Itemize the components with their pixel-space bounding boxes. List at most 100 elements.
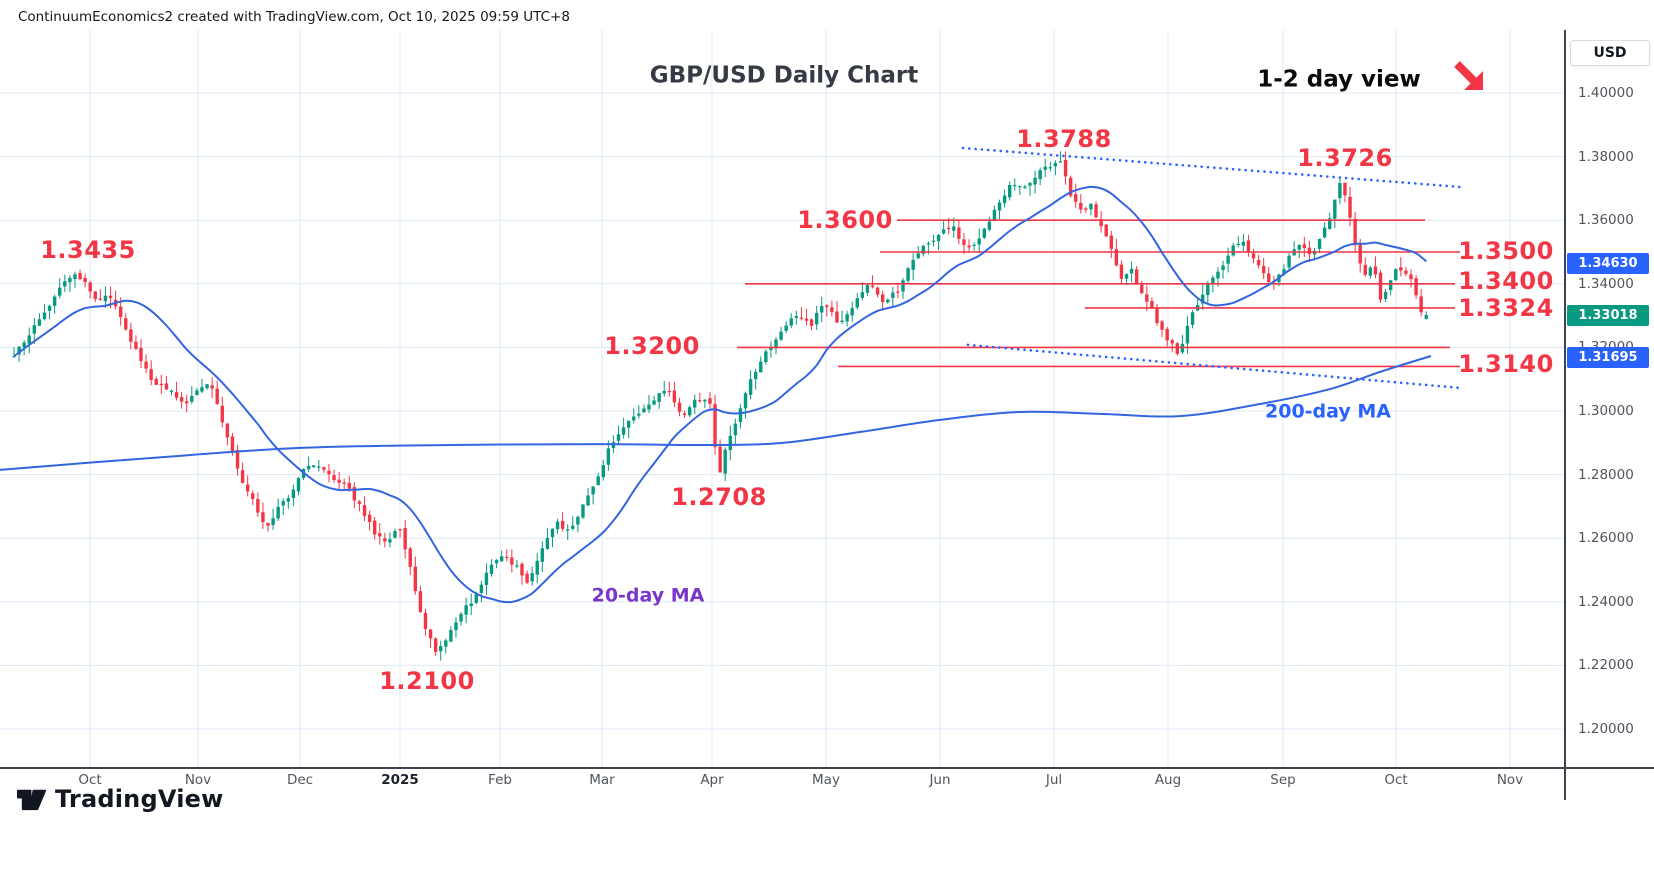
candle xyxy=(286,494,291,509)
candle xyxy=(296,477,301,496)
candle xyxy=(809,318,814,331)
price-tick-label: 1.24000 xyxy=(1578,593,1634,610)
candle xyxy=(266,522,270,532)
candle xyxy=(804,308,809,326)
candle xyxy=(1287,253,1291,272)
candle xyxy=(464,597,468,624)
price-annotation: 1.3726 xyxy=(1297,144,1393,172)
candle xyxy=(73,271,77,288)
candle xyxy=(520,561,524,585)
candle xyxy=(708,392,712,410)
candle xyxy=(931,234,936,247)
candle xyxy=(733,418,738,446)
candle xyxy=(662,381,666,397)
candle xyxy=(870,275,875,289)
price-tick-label: 1.30000 xyxy=(1578,403,1634,419)
candle xyxy=(769,341,773,358)
candle xyxy=(42,304,47,321)
month-label: Sep xyxy=(1270,772,1296,788)
candle xyxy=(190,386,194,405)
candle xyxy=(581,504,585,520)
candle xyxy=(1388,279,1393,296)
price-annotation: 1.2708 xyxy=(671,483,767,511)
month-label: Jul xyxy=(1045,772,1063,788)
candle xyxy=(860,282,865,301)
candle xyxy=(1170,338,1174,353)
candle xyxy=(372,516,377,540)
candle xyxy=(591,486,595,505)
candle xyxy=(332,469,336,483)
candle xyxy=(1201,284,1205,311)
candle xyxy=(693,394,697,415)
candle xyxy=(835,301,839,323)
candle xyxy=(1058,151,1063,163)
candle xyxy=(398,528,402,538)
candle xyxy=(596,472,600,486)
view-note: 1-2 day view xyxy=(1257,66,1421,93)
ma20-line[interactable] xyxy=(13,185,1427,604)
candle xyxy=(240,462,245,484)
candle xyxy=(571,516,575,531)
candle xyxy=(667,381,672,397)
candle xyxy=(78,269,82,281)
candle xyxy=(205,383,209,390)
candle xyxy=(322,466,326,473)
candle xyxy=(98,289,103,301)
tradingview-footer[interactable]: TradingView xyxy=(16,781,223,816)
candle xyxy=(327,463,331,483)
candle xyxy=(494,559,499,569)
candle xyxy=(1399,257,1403,277)
candle xyxy=(723,447,727,482)
candle xyxy=(682,410,687,418)
candle xyxy=(1160,319,1164,338)
candle xyxy=(515,560,519,569)
candle xyxy=(825,304,829,317)
candle xyxy=(1063,151,1068,185)
candle xyxy=(738,404,743,429)
candle xyxy=(855,292,859,310)
candle xyxy=(454,617,458,638)
upper-trendline[interactable] xyxy=(961,146,1464,189)
candle xyxy=(499,550,504,562)
price-annotation: 1.3788 xyxy=(1016,125,1112,153)
candle xyxy=(393,528,397,539)
candle xyxy=(997,199,1002,220)
candle xyxy=(748,370,753,400)
candle xyxy=(1109,230,1113,259)
candle xyxy=(169,389,174,396)
candle xyxy=(388,532,392,548)
candle xyxy=(220,396,224,428)
candle xyxy=(1134,265,1139,285)
candle xyxy=(1236,236,1240,248)
candle xyxy=(1363,257,1367,277)
candle xyxy=(306,456,311,473)
price-tick-label: 1.26000 xyxy=(1578,530,1634,547)
candle xyxy=(540,541,545,573)
month-label: Nov xyxy=(1496,772,1524,788)
candle xyxy=(1221,260,1225,279)
candle xyxy=(525,570,529,585)
price-tick-label: 1.34000 xyxy=(1578,275,1634,292)
candle xyxy=(337,472,341,492)
candle xyxy=(1292,241,1296,256)
candle xyxy=(1241,233,1246,252)
ma200-line[interactable] xyxy=(0,355,1432,471)
currency-button[interactable]: USD xyxy=(1570,40,1650,66)
candle xyxy=(418,585,423,614)
candle xyxy=(535,553,539,584)
price-tick-label: 1.38000 xyxy=(1578,148,1634,165)
candle xyxy=(1018,185,1022,195)
ma20-label: 20-day MA xyxy=(591,584,705,607)
candle xyxy=(1383,288,1388,302)
candle xyxy=(1084,206,1088,214)
down-right-arrow-icon xyxy=(1452,58,1490,96)
candle xyxy=(37,313,42,326)
candle xyxy=(362,496,367,522)
candle xyxy=(317,459,321,472)
candle xyxy=(1165,326,1169,347)
month-label: Oct xyxy=(78,772,102,788)
candle xyxy=(566,524,570,541)
lower-trendline[interactable] xyxy=(966,343,1464,390)
